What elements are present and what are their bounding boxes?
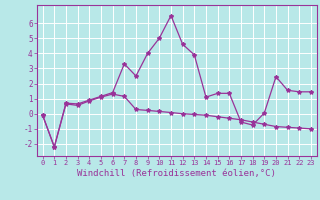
X-axis label: Windchill (Refroidissement éolien,°C): Windchill (Refroidissement éolien,°C) [77, 169, 276, 178]
